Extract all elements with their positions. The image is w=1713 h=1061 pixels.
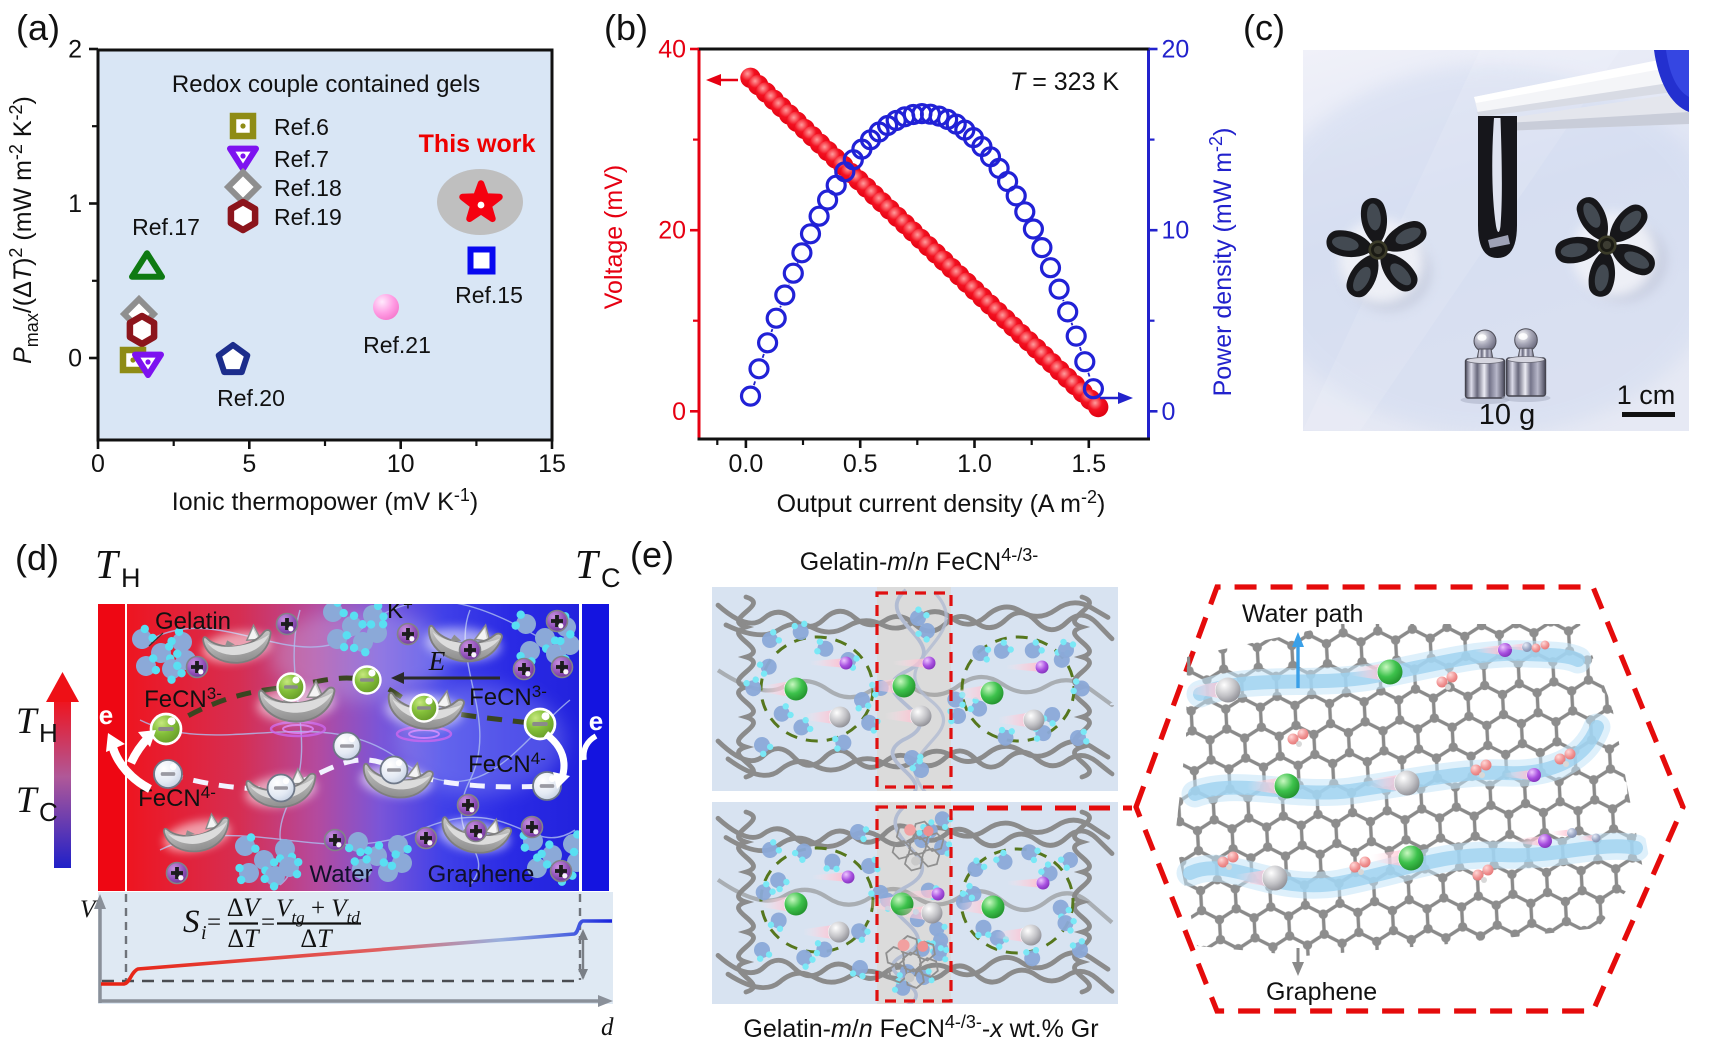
svg-text:Gelatin-m/n FeCN4-/3--x wt.% G: Gelatin-m/n FeCN4-/3--x wt.% Gr xyxy=(743,1012,1098,1043)
svg-text:S: S xyxy=(183,904,200,940)
svg-text:Redox couple contained gels: Redox couple contained gels xyxy=(172,71,480,98)
svg-text:Output current density (A m-2): Output current density (A m-2) xyxy=(777,487,1106,518)
svg-text:20: 20 xyxy=(1162,36,1190,64)
svg-text:Ionic thermopower (mV K-1): Ionic thermopower (mV K-1) xyxy=(172,485,478,516)
svg-text:Water: Water xyxy=(309,861,372,888)
svg-text:0.5: 0.5 xyxy=(843,450,878,478)
svg-text:20: 20 xyxy=(658,217,686,245)
svg-text:T: T xyxy=(95,541,121,587)
svg-text:H: H xyxy=(121,563,141,593)
svg-text:H: H xyxy=(39,718,58,748)
svg-text:Graphene: Graphene xyxy=(1266,978,1377,1006)
svg-text:ΔV: ΔV xyxy=(227,893,263,922)
svg-text:Power density (mW m-2): Power density (mW m-2) xyxy=(1206,128,1237,397)
svg-text:Voltage (mV): Voltage (mV) xyxy=(600,165,628,310)
svg-text:Ref.19: Ref.19 xyxy=(274,204,342,230)
svg-text:Water path: Water path xyxy=(1242,600,1363,628)
svg-text:Ref.21: Ref.21 xyxy=(363,332,431,358)
svg-text:e: e xyxy=(589,706,603,736)
svg-text:2: 2 xyxy=(68,36,82,64)
svg-text:0: 0 xyxy=(1162,398,1176,426)
svg-text:1: 1 xyxy=(68,190,82,218)
svg-text:10: 10 xyxy=(387,450,415,478)
svg-text:d: d xyxy=(601,1014,614,1041)
svg-text:Ref.20: Ref.20 xyxy=(217,385,285,411)
svg-text:0.0: 0.0 xyxy=(729,450,764,478)
svg-text:1 cm: 1 cm xyxy=(1617,380,1676,410)
svg-text:e: e xyxy=(99,700,113,730)
svg-text:Ref.6: Ref.6 xyxy=(274,114,329,140)
svg-text:Gelatin: Gelatin xyxy=(155,608,231,635)
svg-text:5: 5 xyxy=(242,450,256,478)
svg-text:=: = xyxy=(261,909,275,936)
svg-text:0: 0 xyxy=(68,345,82,373)
svg-text:T = 323 K: T = 323 K xyxy=(1010,68,1119,96)
svg-text:(d): (d) xyxy=(15,537,59,578)
svg-text:0: 0 xyxy=(91,450,105,478)
svg-text:i: i xyxy=(201,922,207,944)
svg-text:1.0: 1.0 xyxy=(957,450,992,478)
svg-text:T: T xyxy=(575,541,601,587)
svg-text:(c): (c) xyxy=(1243,7,1285,48)
svg-text:T: T xyxy=(16,780,39,821)
svg-text:0: 0 xyxy=(672,398,686,426)
svg-text:ΔT: ΔT xyxy=(227,924,260,953)
svg-text:Ref.7: Ref.7 xyxy=(274,146,329,172)
svg-text:15: 15 xyxy=(538,450,566,478)
svg-text:Ref.18: Ref.18 xyxy=(274,175,342,201)
svg-text:Graphene: Graphene xyxy=(428,861,535,888)
svg-text:10: 10 xyxy=(1162,217,1190,245)
svg-text:Ref.17: Ref.17 xyxy=(132,214,200,240)
svg-text:40: 40 xyxy=(658,36,686,64)
svg-text:E: E xyxy=(428,646,446,676)
svg-text:1.5: 1.5 xyxy=(1071,450,1106,478)
svg-text:T: T xyxy=(16,701,39,742)
svg-text:Ref.15: Ref.15 xyxy=(455,282,523,308)
svg-text:=: = xyxy=(207,909,221,936)
svg-text:C: C xyxy=(39,797,58,827)
svg-text:(a): (a) xyxy=(16,7,60,48)
svg-text:10 g: 10 g xyxy=(1479,399,1535,431)
svg-text:This work: This work xyxy=(419,130,536,158)
svg-text:C: C xyxy=(601,563,621,593)
svg-text:(e): (e) xyxy=(630,534,674,575)
svg-text:ΔT: ΔT xyxy=(300,924,333,953)
svg-text:(b): (b) xyxy=(604,7,648,48)
